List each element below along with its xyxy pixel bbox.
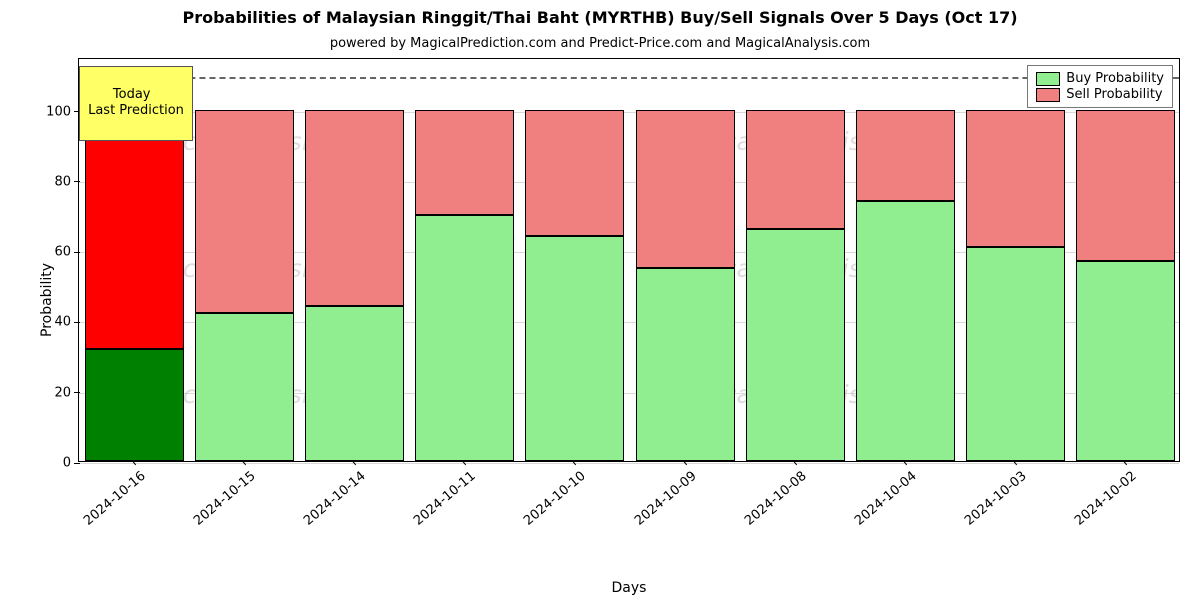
bar-buy — [195, 313, 294, 461]
chart-title: Probabilities of Malaysian Ringgit/Thai … — [0, 8, 1200, 27]
x-tick-label: 2024-10-08 — [735, 461, 809, 529]
bar-sell — [746, 110, 845, 229]
bar-group — [636, 57, 735, 461]
bar-sell — [305, 110, 404, 307]
chart-subtitle: powered by MagicalPrediction.com and Pre… — [0, 36, 1200, 51]
y-tick-label: 20 — [54, 385, 79, 400]
bar-buy — [966, 247, 1065, 461]
today-annotation: Today Last Prediction — [79, 66, 193, 141]
x-tick-label: 2024-10-10 — [515, 461, 589, 529]
bar-buy — [415, 215, 514, 461]
bar-buy — [305, 306, 404, 461]
plot-area: MagicalAnalysis.comMagicalAnalysis.comMa… — [78, 58, 1180, 462]
bar-group — [415, 57, 514, 461]
legend-swatch-buy — [1036, 72, 1060, 86]
bar-sell — [636, 110, 735, 268]
x-axis-label: Days — [78, 580, 1180, 596]
bar-sell — [1076, 110, 1175, 261]
bar-group — [305, 57, 404, 461]
bar-buy — [746, 229, 845, 461]
legend-label-sell: Sell Probability — [1066, 87, 1162, 102]
y-tick-label: 0 — [63, 456, 79, 471]
x-tick-label: 2024-10-16 — [74, 461, 148, 529]
legend-item-sell: Sell Probability — [1036, 87, 1164, 102]
bar-sell — [195, 110, 294, 314]
x-tick-label: 2024-10-09 — [625, 461, 699, 529]
bar-buy — [525, 236, 624, 461]
legend-label-buy: Buy Probability — [1066, 71, 1164, 86]
bar-sell — [85, 110, 184, 349]
legend: Buy Probability Sell Probability — [1027, 65, 1173, 108]
bar-group — [525, 57, 624, 461]
y-tick-label: 80 — [54, 174, 79, 189]
y-tick-label: 60 — [54, 245, 79, 260]
bar-sell — [856, 110, 955, 201]
bar-group — [195, 57, 294, 461]
bar-group — [966, 57, 1065, 461]
legend-swatch-sell — [1036, 88, 1060, 102]
legend-item-buy: Buy Probability — [1036, 71, 1164, 86]
bar-sell — [525, 110, 624, 236]
bar-buy — [85, 349, 184, 461]
bar-group — [1076, 57, 1175, 461]
bar-buy — [856, 201, 955, 461]
bar-sell — [415, 110, 514, 215]
bar-buy — [636, 268, 735, 461]
y-axis-label: Probability — [39, 263, 55, 337]
bar-group — [856, 57, 955, 461]
today-annotation-text: Today Last Prediction — [88, 87, 184, 118]
x-tick-label: 2024-10-11 — [405, 461, 479, 529]
bar-sell — [966, 110, 1065, 247]
x-tick-label: 2024-10-14 — [295, 461, 369, 529]
x-tick-label: 2024-10-15 — [184, 461, 258, 529]
x-tick-label: 2024-10-03 — [956, 461, 1030, 529]
x-tick-label: 2024-10-04 — [846, 461, 920, 529]
y-tick-label: 100 — [46, 104, 79, 119]
x-tick-label: 2024-10-02 — [1066, 461, 1140, 529]
chart-container: Probabilities of Malaysian Ringgit/Thai … — [0, 0, 1200, 600]
bar-buy — [1076, 261, 1175, 461]
y-tick-label: 40 — [54, 315, 79, 330]
bar-group — [746, 57, 845, 461]
